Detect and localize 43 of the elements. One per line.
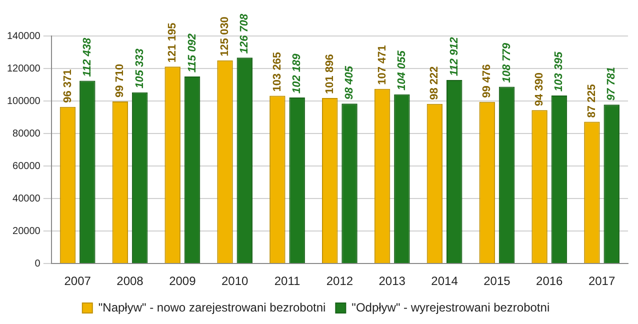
data-label: 126 708 — [238, 12, 251, 54]
data-label: 99 476 — [481, 64, 494, 98]
data-label: 121 195 — [166, 22, 179, 63]
x-tick-label: 2011 — [274, 274, 300, 288]
y-tick-label: 100000 — [6, 96, 41, 107]
data-label: 105 333 — [134, 48, 146, 88]
data-label: 96 371 — [62, 69, 74, 103]
x-tick-label: 2017 — [588, 274, 616, 288]
data-label: 98 405 — [344, 65, 356, 100]
data-label: 108 779 — [500, 42, 513, 83]
data-label: 103 395 — [553, 50, 566, 92]
x-tick-label: 2016 — [536, 274, 564, 288]
x-tick-label: 2008 — [116, 274, 144, 288]
x-tick-label: 2009 — [169, 274, 196, 288]
y-tick-label: 60000 — [12, 160, 41, 172]
y-tick-label: 0 — [34, 258, 41, 270]
data-label: 101 896 — [324, 54, 336, 94]
data-label: 87 225 — [586, 84, 598, 118]
legend-label: "Odpływ" - wyrejestrowani bezrobotni — [352, 300, 550, 314]
y-tick-label: 80000 — [12, 128, 41, 140]
y-tick-label: 140000 — [6, 30, 41, 42]
x-tick-label: 2014 — [431, 274, 458, 288]
data-label: 99 710 — [114, 64, 126, 98]
y-tick-label: 40000 — [12, 193, 41, 204]
data-label: 97 781 — [606, 66, 618, 101]
x-tick-label: 2012 — [326, 274, 354, 288]
data-label: 94 390 — [534, 72, 546, 106]
legend-label: "Napływ" - nowo zarejestrowani bezrobotni — [98, 300, 326, 314]
data-label: 107 471 — [376, 45, 388, 85]
data-label: 103 265 — [271, 52, 284, 92]
y-tick-label: 120000 — [6, 63, 41, 74]
data-label: 115 092 — [186, 34, 198, 72]
data-label: 112 912 — [448, 37, 460, 76]
x-tick-label: 2015 — [484, 274, 511, 288]
y-tick-label: 20000 — [12, 226, 41, 237]
data-label: 125 030 — [219, 16, 232, 56]
data-label: 112 438 — [81, 36, 94, 77]
data-label: 102 189 — [291, 52, 304, 94]
data-label: 98 222 — [428, 66, 441, 100]
x-tick-label: 2007 — [64, 274, 92, 288]
x-tick-label: 2013 — [378, 274, 406, 288]
x-tick-label: 2010 — [221, 274, 249, 288]
data-label: 104 055 — [396, 50, 408, 90]
